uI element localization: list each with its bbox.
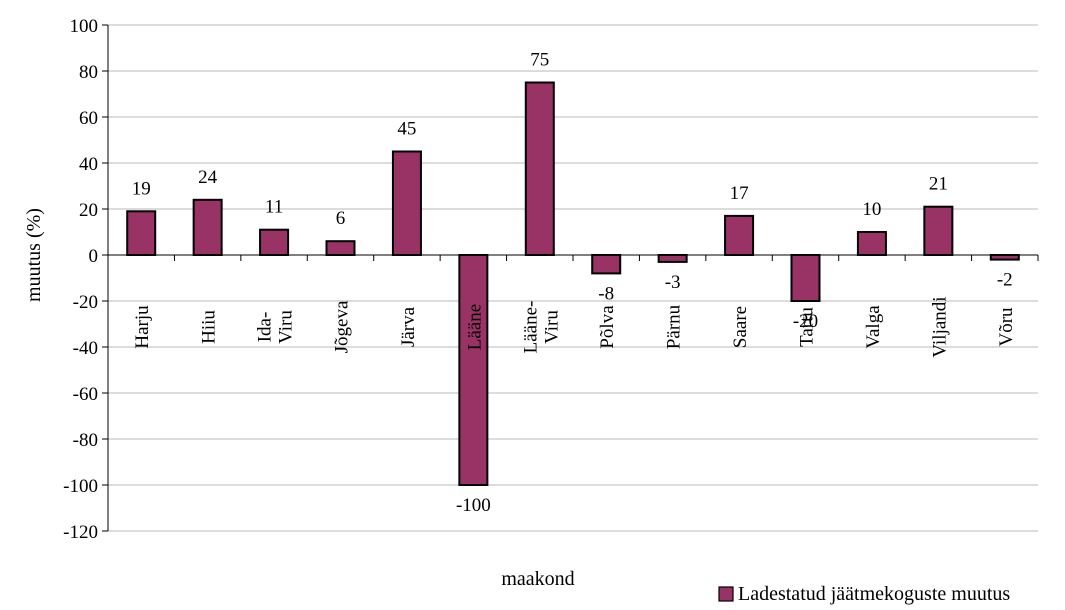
y-tick-label: -80	[73, 430, 98, 451]
data-label: -8	[598, 283, 614, 304]
data-label: -20	[793, 311, 818, 332]
y-tick-label: 40	[79, 154, 98, 175]
category-label-line: Hiiu	[199, 310, 220, 344]
data-label: 17	[730, 183, 749, 204]
y-tick-label: -120	[63, 522, 98, 543]
data-label: 19	[132, 178, 151, 199]
y-tick-label: 80	[79, 62, 98, 83]
category-label: Hiiu	[199, 310, 220, 344]
y-tick-label: -20	[73, 292, 98, 313]
legend-label: Ladestatud jäätmekoguste muutus	[738, 583, 1010, 605]
category-label: Pärnu	[664, 304, 685, 349]
bar-saare	[724, 214, 755, 256]
y-tick-label: -100	[63, 476, 98, 497]
category-label: Harju	[132, 305, 153, 349]
category-label-line: Järva	[398, 306, 419, 347]
category-label-line: Harju	[132, 305, 153, 349]
category-label: Põlva	[597, 305, 618, 349]
category-label: Valga	[863, 305, 884, 349]
bar-lääne-viru	[524, 81, 555, 256]
y-tick-label: -40	[73, 338, 98, 359]
y-tick-label: -60	[73, 384, 98, 405]
category-label-line: Viru	[276, 310, 297, 344]
y-axis-title: muutus (%)	[23, 208, 45, 302]
bar-harju	[126, 210, 157, 257]
data-labels: 19 24 11 6 45 -100 75 -8 -3 17 -20 10 21 -2	[132, 50, 1013, 517]
category-label-line: Võru	[996, 307, 1017, 347]
data-label: 11	[265, 197, 283, 218]
data-label: -2	[997, 270, 1013, 291]
category-label-line: Põlva	[597, 305, 618, 349]
data-label: 45	[397, 119, 416, 140]
bar-põlva	[591, 254, 622, 275]
y-tick-label: 100	[70, 16, 99, 37]
category-label: Lääne	[464, 304, 485, 350]
bar-lääne	[458, 254, 489, 486]
legend: Ladestatud jäätmekoguste muutus	[718, 583, 1010, 605]
bar-viljandi	[923, 205, 954, 256]
gridlines	[108, 24, 1038, 532]
y-tick-label: 0	[89, 246, 99, 267]
bars	[126, 81, 1020, 486]
y-tick-label: 20	[79, 200, 98, 221]
data-label: 21	[929, 174, 948, 195]
category-label-line: Viljandi	[929, 296, 950, 357]
data-label: -100	[456, 495, 491, 516]
category-label-line: Valga	[863, 305, 884, 349]
data-label: 10	[862, 199, 881, 220]
category-label-line: Lääne-	[520, 301, 541, 354]
category-label: Võru	[996, 307, 1017, 347]
category-label: Ida- Viru	[255, 310, 297, 344]
bar-võru	[989, 254, 1020, 261]
category-label-line: Saare	[730, 306, 751, 348]
data-label: 6	[336, 208, 346, 229]
category-label: Järva	[398, 306, 419, 347]
bar-järva	[391, 150, 422, 256]
data-label: -3	[665, 272, 681, 293]
category-label-line: Pärnu	[664, 304, 685, 349]
category-label-line: Ida-	[255, 312, 276, 343]
category-label: Saare	[730, 306, 751, 348]
legend-swatch	[718, 586, 734, 602]
category-label-line: Jõgeva	[332, 300, 353, 353]
y-tick-label: 60	[79, 108, 98, 129]
category-label-line: Viru	[541, 310, 562, 344]
data-label: 24	[198, 167, 218, 188]
category-label-line: Tartu	[797, 307, 818, 347]
bar-pärnu	[657, 254, 688, 263]
bar-jõgeva	[325, 240, 356, 256]
bar-valga	[856, 231, 887, 256]
data-label: 75	[530, 50, 549, 71]
category-label: Viljandi	[929, 296, 950, 357]
x-axis-title: maakond	[501, 568, 574, 590]
category-label: Jõgeva	[332, 300, 353, 353]
bar-ida-viru	[259, 228, 290, 256]
category-label: Lääne- Viru	[520, 301, 562, 354]
bar-hiiu	[192, 198, 223, 257]
category-label: Tartu	[797, 307, 818, 347]
bar-tartu	[790, 254, 821, 302]
category-labels: Harju Hiiu Ida- Viru Jõgeva Järva Lääne Lääne- V…	[132, 296, 1017, 357]
category-label-line: Lääne	[464, 304, 485, 350]
